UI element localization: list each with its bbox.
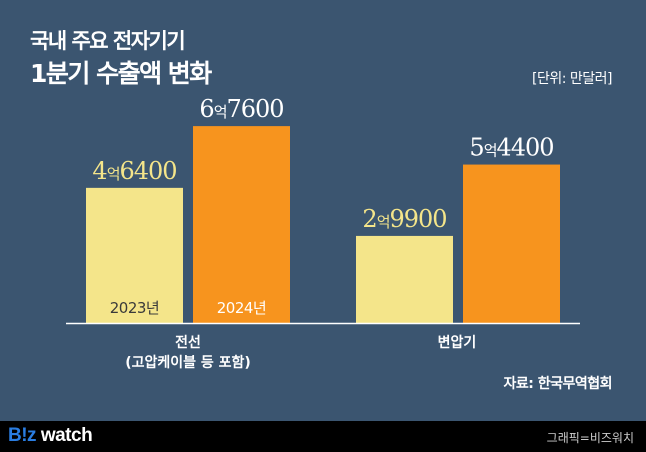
unit-label: [단위: 만달러]: [532, 71, 613, 87]
year-label: 2023년: [110, 299, 159, 317]
source-note: 자료: 한국무역협회: [503, 376, 612, 392]
category-label-1: 변압기: [347, 333, 567, 353]
category-name: 전선: [175, 335, 201, 351]
bar-2024년-0: [193, 126, 290, 324]
category-label-0: 전선 (고압케이블 등 포함): [78, 333, 298, 373]
bar-2024년-1: [463, 164, 560, 323]
value-label: 5억4400: [469, 134, 553, 162]
bizwatch-logo: B!z watch: [8, 425, 93, 446]
bar-chart: 4억6400 2023년 2억9900 6억7600 2024년 5억4400: [66, 95, 580, 325]
value-label: 6억7600: [199, 95, 283, 123]
bar-2023년-1: [356, 235, 453, 323]
chart-title-line1: 국내 주요 전자기기: [30, 29, 186, 53]
category-subtitle: (고압케이블 등 포함): [125, 355, 251, 371]
value-label: 2억9900: [362, 205, 446, 233]
value-label: 4억6400: [92, 157, 176, 185]
category-name: 변압기: [437, 335, 477, 351]
chart-title-line2: 1분기 수출액 변화: [30, 59, 212, 88]
year-label: 2024년: [217, 299, 266, 317]
graphic-credit: 그래픽=비즈워치: [546, 431, 634, 445]
footer-bar: B!z watch 그래픽=비즈워치: [0, 421, 646, 452]
bar-2023년-0: [86, 187, 183, 323]
